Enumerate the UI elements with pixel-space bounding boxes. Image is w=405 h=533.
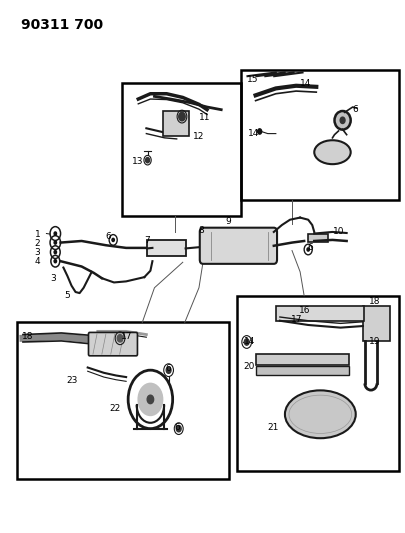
- Text: 6: 6: [105, 232, 111, 241]
- Circle shape: [178, 112, 185, 121]
- Text: 6: 6: [165, 364, 171, 373]
- Ellipse shape: [334, 111, 350, 130]
- Text: 22: 22: [109, 405, 120, 414]
- Text: 14: 14: [247, 129, 258, 138]
- Circle shape: [112, 238, 114, 241]
- Bar: [362, 306, 389, 341]
- Text: 5: 5: [64, 291, 70, 300]
- Circle shape: [339, 117, 344, 124]
- Text: 23: 23: [66, 376, 77, 385]
- Circle shape: [244, 339, 249, 345]
- Text: 3: 3: [34, 248, 40, 257]
- Text: 13: 13: [132, 157, 143, 166]
- Ellipse shape: [313, 140, 350, 164]
- Text: 11: 11: [198, 113, 210, 122]
- Bar: [307, 233, 328, 241]
- Text: 16: 16: [298, 305, 310, 314]
- Text: 15: 15: [246, 75, 258, 84]
- Text: 17: 17: [290, 315, 302, 324]
- Bar: [241, 70, 398, 200]
- Text: 9: 9: [225, 217, 231, 226]
- Bar: [147, 240, 185, 256]
- FancyBboxPatch shape: [88, 333, 137, 356]
- Bar: [162, 111, 188, 136]
- Text: 10: 10: [332, 228, 343, 237]
- Text: 12: 12: [192, 132, 204, 141]
- Circle shape: [306, 248, 309, 251]
- Text: 6: 6: [307, 244, 312, 253]
- Circle shape: [176, 425, 181, 432]
- Circle shape: [138, 383, 162, 415]
- Text: 1: 1: [34, 230, 40, 239]
- Text: 6: 6: [174, 423, 180, 432]
- Bar: [255, 366, 348, 375]
- Text: 19: 19: [368, 337, 379, 346]
- Text: 18: 18: [22, 332, 33, 341]
- Ellipse shape: [284, 390, 355, 438]
- Bar: [237, 296, 398, 471]
- Text: 7: 7: [144, 237, 150, 246]
- Circle shape: [54, 241, 56, 244]
- Bar: [275, 306, 363, 321]
- Text: 3: 3: [51, 274, 56, 283]
- Text: 17: 17: [121, 332, 132, 341]
- Bar: [17, 322, 229, 479]
- Bar: [122, 83, 241, 216]
- FancyBboxPatch shape: [199, 228, 276, 264]
- Text: 21: 21: [267, 423, 278, 432]
- Circle shape: [147, 395, 153, 403]
- Circle shape: [54, 232, 56, 235]
- Text: 8: 8: [198, 226, 203, 235]
- Text: 6: 6: [352, 105, 358, 114]
- Bar: [255, 354, 348, 365]
- Text: 14: 14: [299, 78, 311, 87]
- Circle shape: [54, 260, 56, 263]
- Text: 14: 14: [243, 337, 254, 346]
- Text: 20: 20: [243, 362, 254, 371]
- Text: 4: 4: [35, 257, 40, 266]
- Circle shape: [117, 335, 123, 342]
- Text: 2: 2: [35, 239, 40, 248]
- Circle shape: [145, 158, 149, 163]
- Circle shape: [54, 251, 56, 254]
- Circle shape: [166, 367, 171, 373]
- Circle shape: [257, 129, 261, 134]
- Text: 18: 18: [368, 296, 379, 305]
- Text: 90311 700: 90311 700: [21, 18, 103, 31]
